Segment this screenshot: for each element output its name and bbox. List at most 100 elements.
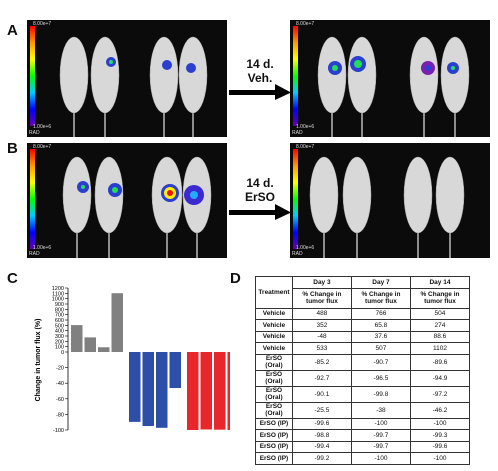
bar <box>111 293 123 352</box>
scale-bottom-label: 1.00e+6 <box>296 245 315 251</box>
color-scale-bar <box>293 149 298 249</box>
table-cell-value: -38 <box>350 401 411 419</box>
table-cell-value: -25.5 <box>291 401 352 419</box>
color-scale-bar <box>293 26 298 126</box>
y-tick-label: -60 <box>56 397 64 403</box>
arrow-a-line1: 14 d. <box>246 57 274 71</box>
table-row: ErSO (Oral) -25.5 -38 -46.2 <box>255 401 471 419</box>
table-cell-value: -99.7 <box>350 440 411 453</box>
rad-label: RAD <box>292 130 303 136</box>
y-tick-label: 100 <box>55 345 64 351</box>
image-b-before: 8.00e+7 1.00e+6 RAD <box>27 143 227 258</box>
table-cell-value: 504 <box>409 307 471 320</box>
table-cell-value: 65.8 <box>350 319 411 332</box>
table-cell-treatment: ErSO (Oral) <box>255 401 293 419</box>
y-tick-label: 1100 <box>52 291 64 297</box>
arrow-a-line2: Veh. <box>247 71 273 85</box>
y-tick-label: -80 <box>56 412 64 418</box>
table-cell-treatment: Vehicle <box>255 307 293 320</box>
bar <box>71 325 83 352</box>
y-tick-label: 1000 <box>52 297 64 303</box>
tumor-flux-table: Treatment Day 3 Day 7 Day 14 % Change in… <box>255 276 471 465</box>
table-cell-value: -90.1 <box>291 385 352 403</box>
y-tick-label: 0 <box>61 350 64 356</box>
table-cell-value: -99.8 <box>350 385 411 403</box>
panel-letter-a: A <box>7 22 18 39</box>
table-cell-value: -99.3 <box>409 429 471 442</box>
arrow-b-line1: 14 d. <box>246 176 274 190</box>
y-tick-label: 800 <box>55 307 64 313</box>
header-day3: Day 3 <box>291 276 352 289</box>
table-cell-treatment: ErSO (IP) <box>255 429 293 442</box>
table-cell-value: -89.6 <box>409 353 471 371</box>
y-tick-label: 1200 <box>52 286 64 292</box>
bar <box>227 352 230 430</box>
bar <box>156 352 168 428</box>
rad-label: RAD <box>29 251 40 257</box>
table-cell-value: -46.2 <box>409 401 471 419</box>
header-treatment: Treatment <box>255 276 293 309</box>
table-cell-value: 37.6 <box>350 330 411 343</box>
table-cell-value: 1102 <box>409 342 471 355</box>
scale-bottom-label: 1.00e+6 <box>33 245 52 251</box>
table-cell-value: -99.4 <box>291 440 352 453</box>
table-cell-value: -99.6 <box>291 417 352 430</box>
scale-top-label: 8.00e+7 <box>33 21 52 27</box>
y-axis-label: Change in tumor flux (%) <box>35 319 42 402</box>
table-cell-value: 352 <box>291 319 352 332</box>
bar <box>187 352 199 430</box>
arrow-b-icon <box>229 204 291 220</box>
table-cell-value: -100 <box>409 417 471 430</box>
table-cell-treatment: ErSO (IP) <box>255 440 293 453</box>
table-cell-treatment: Vehicle <box>255 319 293 332</box>
panel-letter-b: B <box>7 140 18 157</box>
table-row: Vehicle 533 507 1102 <box>255 342 471 355</box>
image-b-after: 8.00e+7 1.00e+6 RAD <box>290 143 490 258</box>
bar <box>84 337 96 352</box>
table-cell-value: -48 <box>291 330 352 343</box>
table-row: ErSO (IP) -98.8 -99.7 -99.3 <box>255 429 471 442</box>
y-tick-label: 200 <box>55 339 64 345</box>
y-tick-label: 300 <box>55 334 64 340</box>
table-cell-value: -97.2 <box>409 385 471 403</box>
bar <box>169 352 181 389</box>
table-row: Vehicle 488 766 504 <box>255 307 471 320</box>
arrow-a-icon <box>229 84 291 100</box>
rad-label: RAD <box>29 130 40 136</box>
mice-image-b-before <box>62 156 212 258</box>
table-cell-value: 274 <box>409 319 471 332</box>
table-cell-treatment: ErSO (Oral) <box>255 353 293 371</box>
header-day14: Day 14 <box>409 276 471 289</box>
scale-top-label: 8.00e+7 <box>33 144 52 150</box>
y-tick-label: -100 <box>53 428 64 434</box>
table-row: Vehicle 352 65.8 274 <box>255 319 471 332</box>
rad-label: RAD <box>292 251 303 257</box>
y-tick-label: 600 <box>55 318 64 324</box>
color-scale-bar <box>30 26 35 126</box>
mice-image-a-before <box>59 36 208 137</box>
table-cell-treatment: ErSO (Oral) <box>255 369 293 387</box>
table-cell-value: -85.2 <box>291 353 352 371</box>
table-cell-value: -100 <box>350 417 411 430</box>
header-day7: Day 7 <box>350 276 411 289</box>
table-cell-treatment: ErSO (Oral) <box>255 385 293 403</box>
table-row: ErSO (Oral) -92.7 -96.5 -94.9 <box>255 369 471 387</box>
bar <box>98 347 110 352</box>
table-cell-value: 507 <box>350 342 411 355</box>
arrow-b-line2: ErSO <box>244 190 275 204</box>
mice-image-b-after <box>309 156 465 258</box>
bar <box>129 352 141 422</box>
y-tick-label: 400 <box>55 329 64 335</box>
y-tick-label: 500 <box>55 323 64 329</box>
y-tick-label: 900 <box>55 302 64 308</box>
y-tick-label: -40 <box>56 381 64 387</box>
image-a-before: 8.00e+7 1.00e+6 RAD <box>27 20 227 137</box>
image-a-after: 8.00e+7 1.00e+6 RAD <box>290 20 490 137</box>
table-cell-value: -92.7 <box>291 369 352 387</box>
tumor-flux-bar-chart: Change in tumor flux (%)1200110010009008… <box>35 286 230 434</box>
header-sub-day3: % Change in tumor flux <box>291 287 352 309</box>
table-cell-value: 766 <box>350 307 411 320</box>
table-cell-value: -100 <box>350 452 411 465</box>
table-cell-value: 533 <box>291 342 352 355</box>
table-cell-value: -90.7 <box>350 353 411 371</box>
